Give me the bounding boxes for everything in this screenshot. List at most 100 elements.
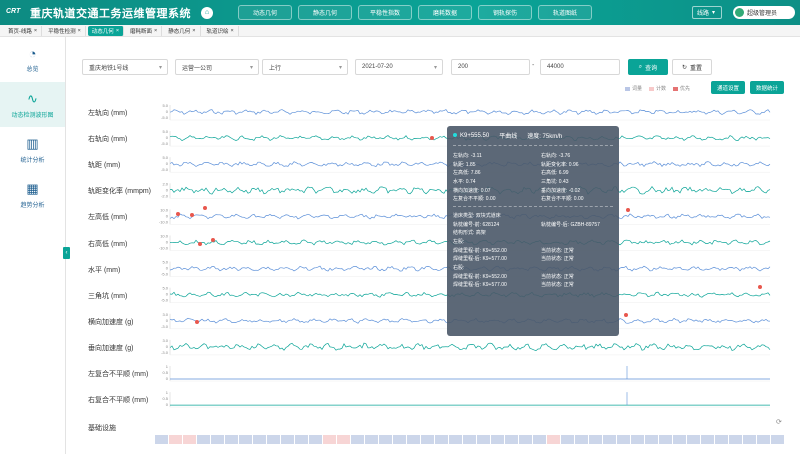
- nav-static-geometry[interactable]: 静态几何: [298, 5, 352, 20]
- user-menu[interactable]: 超级管理员: [733, 6, 795, 19]
- infrastructure-cell[interactable]: [337, 435, 350, 444]
- page-tab[interactable]: 平稳性检测 ×: [44, 25, 86, 36]
- infrastructure-cell[interactable]: [449, 435, 462, 444]
- tooltip-row: 左复合不平顺: 0.00 右复合不平顺: 0.00: [453, 194, 613, 203]
- infrastructure-cell[interactable]: [575, 435, 588, 444]
- infrastructure-cell[interactable]: [309, 435, 322, 444]
- infrastructure-cell[interactable]: [701, 435, 714, 444]
- range-start-input[interactable]: 200: [451, 59, 530, 75]
- alarm-marker[interactable]: [430, 136, 434, 140]
- infrastructure-cell[interactable]: [295, 435, 308, 444]
- infrastructure-cell[interactable]: [323, 435, 336, 444]
- alarm-marker[interactable]: [211, 238, 215, 242]
- infrastructure-cell[interactable]: [435, 435, 448, 444]
- infrastructure-cell[interactable]: [631, 435, 644, 444]
- direction-select-field[interactable]: 上行 ▾: [262, 59, 348, 75]
- close-icon[interactable]: ×: [33, 27, 38, 34]
- infrastructure-cell[interactable]: [155, 435, 168, 444]
- refresh-icon[interactable]: ⟳: [776, 419, 782, 426]
- sidebar-item[interactable]: ◔ 总览: [0, 37, 65, 82]
- close-icon[interactable]: ×: [77, 27, 81, 34]
- nav-rail-inspection[interactable]: 钢轨探伤: [478, 5, 532, 20]
- legend-item[interactable]: 优先: [673, 85, 690, 92]
- infrastructure-cell[interactable]: [267, 435, 280, 444]
- nav-dynamic-geometry[interactable]: 动态几何: [238, 5, 292, 20]
- infrastructure-cell[interactable]: [645, 435, 658, 444]
- infrastructure-cell[interactable]: [547, 435, 560, 444]
- alarm-marker[interactable]: [626, 208, 630, 212]
- alarm-marker[interactable]: [195, 320, 199, 324]
- close-icon[interactable]: ×: [154, 27, 158, 34]
- nav-track-drawings[interactable]: 轨道图纸: [538, 5, 592, 20]
- chart-label: 横向加速度 (g): [88, 318, 134, 326]
- collapse-sidebar-button[interactable]: ‹: [63, 247, 70, 259]
- sidebar-item[interactable]: ∿ 动态检测波形图: [0, 82, 65, 127]
- nav-wear-data[interactable]: 磨耗数据: [418, 5, 472, 20]
- legend-item[interactable]: 计数: [649, 85, 666, 92]
- infrastructure-cell[interactable]: [729, 435, 742, 444]
- channel-settings-button[interactable]: 通道设置: [711, 81, 745, 94]
- infrastructure-cell[interactable]: [687, 435, 700, 444]
- infrastructure-cell[interactable]: [169, 435, 182, 444]
- alarm-marker[interactable]: [624, 313, 628, 317]
- alarm-marker[interactable]: [203, 206, 207, 210]
- alarm-marker[interactable]: [198, 242, 202, 246]
- infrastructure-cell[interactable]: [225, 435, 238, 444]
- infrastructure-cell[interactable]: [253, 435, 266, 444]
- infrastructure-cell[interactable]: [407, 435, 420, 444]
- infrastructure-cell[interactable]: [519, 435, 532, 444]
- page-tab[interactable]: 轨道识绘 ×: [203, 25, 239, 36]
- nav-stability-index[interactable]: 平稳性指数: [358, 5, 412, 20]
- infrastructure-cell[interactable]: [589, 435, 602, 444]
- infrastructure-cell[interactable]: [211, 435, 224, 444]
- infrastructure-cell[interactable]: [477, 435, 490, 444]
- home-icon[interactable]: ⌂: [201, 6, 213, 19]
- sidebar-item[interactable]: ▥ 统计分析: [0, 127, 65, 172]
- alarm-marker[interactable]: [190, 213, 194, 217]
- infrastructure-cell[interactable]: [757, 435, 770, 444]
- infrastructure-cell[interactable]: [393, 435, 406, 444]
- infrastructure-cell[interactable]: [365, 435, 378, 444]
- infrastructure-cell[interactable]: [197, 435, 210, 444]
- close-icon[interactable]: ×: [115, 27, 120, 34]
- infrastructure-cell[interactable]: [463, 435, 476, 444]
- close-icon[interactable]: ×: [230, 27, 234, 34]
- line-select[interactable]: 线路 ▾: [692, 6, 722, 19]
- infrastructure-cell[interactable]: [421, 435, 434, 444]
- alarm-marker[interactable]: [176, 212, 180, 216]
- infrastructure-cell[interactable]: [673, 435, 686, 444]
- data-statistics-button[interactable]: 数据统计: [750, 81, 784, 94]
- infrastructure-cell[interactable]: [351, 435, 364, 444]
- legend-swatch: [625, 86, 630, 91]
- waveform-chart: 10.50: [162, 364, 770, 382]
- infrastructure-cell[interactable]: [183, 435, 196, 444]
- infrastructure-cell[interactable]: [561, 435, 574, 444]
- reset-button[interactable]: ↻ 重置: [672, 59, 712, 75]
- infrastructure-cell[interactable]: [715, 435, 728, 444]
- infrastructure-cell[interactable]: [603, 435, 616, 444]
- legend-item[interactable]: 词量: [625, 85, 642, 92]
- infrastructure-cell[interactable]: [771, 435, 784, 444]
- infrastructure-cell[interactable]: [533, 435, 546, 444]
- page-tab[interactable]: 静态几何 ×: [164, 25, 201, 36]
- infrastructure-cell[interactable]: [239, 435, 252, 444]
- infrastructure-cell[interactable]: [659, 435, 672, 444]
- infrastructure-cell[interactable]: [505, 435, 518, 444]
- range-end-input[interactable]: 44000: [540, 59, 620, 75]
- infrastructure-cell[interactable]: [617, 435, 630, 444]
- infrastructure-cell[interactable]: [281, 435, 294, 444]
- alarm-marker[interactable]: [758, 285, 762, 289]
- page-tab[interactable]: 磨耗断面 ×: [126, 25, 163, 36]
- page-tab[interactable]: 首页-线路 ×: [4, 25, 43, 36]
- infrastructure-cell[interactable]: [743, 435, 756, 444]
- sidebar-item[interactable]: ▦ 趋势分析: [0, 172, 65, 217]
- line-select-field[interactable]: 重庆地铁1号线 ▾: [82, 59, 168, 75]
- app-logo: CRT: [6, 7, 21, 15]
- infrastructure-cell[interactable]: [379, 435, 392, 444]
- company-select-field[interactable]: 运营一公司 ▾: [175, 59, 259, 75]
- query-button[interactable]: ⌕ 查询: [628, 59, 668, 75]
- close-icon[interactable]: ×: [192, 27, 196, 34]
- page-tab[interactable]: 动态几何 ×: [87, 25, 125, 36]
- date-picker-field[interactable]: 2021-07-20 ▾: [355, 59, 443, 75]
- infrastructure-cell[interactable]: [491, 435, 504, 444]
